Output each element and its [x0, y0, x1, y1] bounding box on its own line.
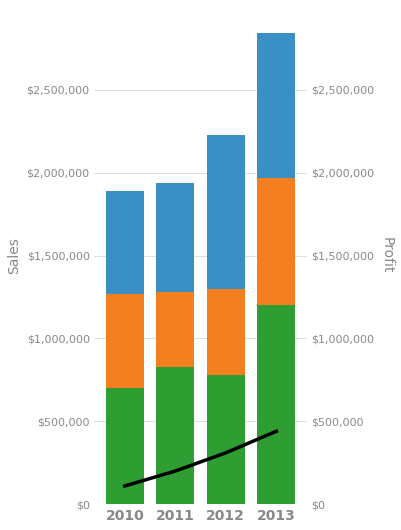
Bar	[257, 33, 295, 178]
Bar	[257, 305, 295, 504]
Bar	[207, 289, 245, 375]
Bar	[156, 183, 194, 292]
Bar	[106, 294, 144, 388]
Y-axis label: Profit: Profit	[380, 237, 394, 274]
Y-axis label: Sales: Sales	[7, 237, 21, 274]
Bar	[207, 135, 245, 289]
Bar	[156, 367, 194, 504]
Bar	[106, 388, 144, 504]
Bar	[207, 375, 245, 504]
Bar	[257, 178, 295, 305]
Bar	[156, 292, 194, 367]
Bar	[106, 191, 144, 294]
